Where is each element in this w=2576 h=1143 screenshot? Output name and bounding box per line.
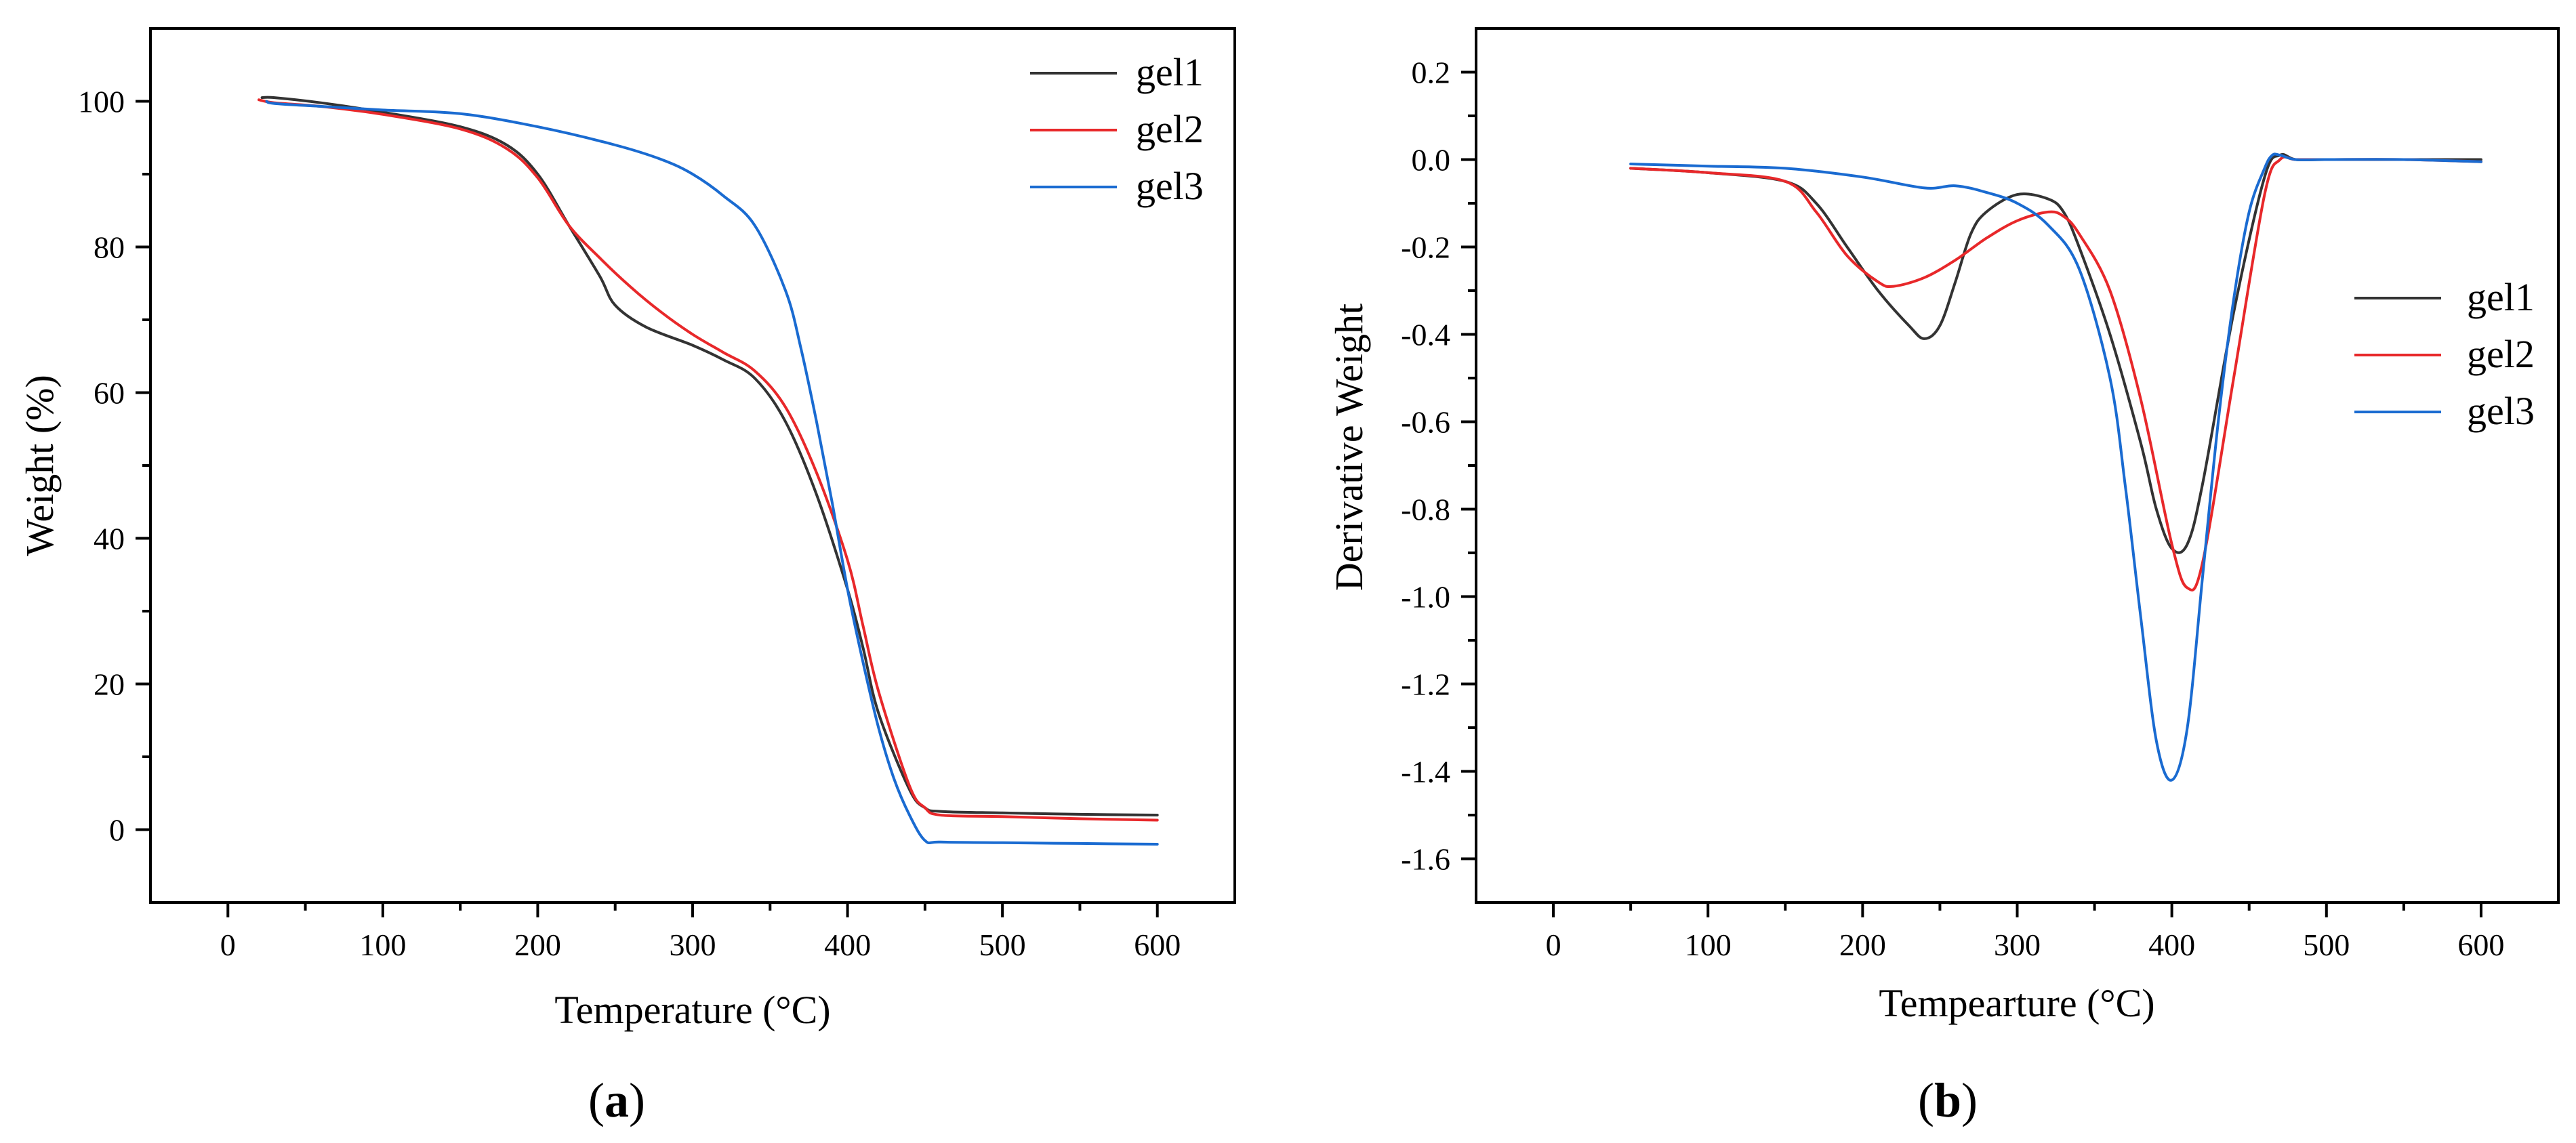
y-tick-label: -1.2 [1401,667,1450,702]
panel-b-caption: (b) [1918,1073,1978,1127]
series-line-gel1 [260,96,1159,816]
y-tick-label: 40 [94,522,125,556]
x-tick-label: 100 [1685,928,1732,962]
series-line-gel2 [258,98,1159,822]
panel-a-plot-frame [149,27,1236,904]
x-tick-label: 600 [2457,928,2504,962]
panel-b-legend: gel1 gel2 gel3 [2354,275,2535,433]
panel-a-chart: 0 100 200 300 400 500 600 0 20 40 60 80 100 gel1 gel2… [18,27,1236,1127]
y-tick-label: 20 [94,667,125,702]
panel-a-ylabel: Weight (%) [18,375,62,556]
legend-label-gel3: gel3 [2467,389,2535,433]
y-tick-label: -1.6 [1401,842,1450,877]
legend-label-gel2: gel2 [1136,107,1204,151]
y-tick-label: 0.0 [1412,143,1451,178]
panel-b-series-lines [1629,152,2482,782]
x-tick-label: 500 [979,928,1026,962]
y-tick-label: -0.6 [1401,405,1450,440]
legend-label-gel1: gel1 [1136,50,1204,94]
x-tick-label: 400 [2148,928,2195,962]
x-tick-label: 500 [2303,928,2350,962]
x-tick-label: 0 [1546,928,1561,962]
y-tick-label: -0.8 [1401,493,1450,527]
x-tick-label: 200 [1839,928,1886,962]
x-tick-label: 200 [514,928,561,962]
legend-label-gel3: gel3 [1136,164,1204,208]
y-tick-label: -0.4 [1401,318,1450,352]
x-tick-label: 600 [1134,928,1181,962]
panel-b-caption-letter: b [1934,1073,1961,1127]
y-tick-label: -1.4 [1401,755,1450,789]
panel-b-xlabel: Tempearture (°C) [1879,981,2154,1025]
panel-a-ticks: 0 100 200 300 400 500 600 0 20 40 60 80 100 [78,85,1181,963]
panel-b-chart: 0 100 200 300 400 500 600 0.2 0.0 -0.2 -0.4 -0.6 -0.… [1327,27,2560,1127]
panel-a-xlabel: Temperature (°C) [554,988,830,1032]
x-tick-label: 0 [220,928,236,962]
y-tick-label: 100 [78,85,125,119]
panel-a-series-lines [258,96,1159,846]
series-line-gel2 [1629,155,2482,591]
series-line-gel1 [1629,152,2482,554]
series-line-gel3 [265,100,1159,846]
legend-label-gel2: gel2 [2467,332,2535,376]
y-tick-label: 80 [94,230,125,265]
x-tick-label: 400 [824,928,871,962]
y-tick-label: -0.2 [1401,230,1450,265]
y-tick-label: 60 [94,376,125,411]
panel-b-ylabel: Derivative Weight [1327,304,1371,591]
panel-a-legend: gel1 gel2 gel3 [1030,50,1204,208]
x-tick-label: 300 [670,928,716,962]
y-tick-label: 0.2 [1412,56,1451,90]
panel-a-caption-letter: a [605,1073,629,1127]
panel-a-caption: (a) [588,1073,645,1127]
series-line-gel3 [1629,152,2482,782]
x-tick-label: 100 [359,928,406,962]
x-tick-label: 300 [1994,928,2041,962]
legend-label-gel1: gel1 [2467,275,2535,319]
y-tick-label: 0 [109,813,125,848]
panel-b-ticks: 0 100 200 300 400 500 600 0.2 0.0 -0.2 -0.4 -0.6 -0.… [1401,56,2504,963]
y-tick-label: -1.0 [1401,580,1450,615]
